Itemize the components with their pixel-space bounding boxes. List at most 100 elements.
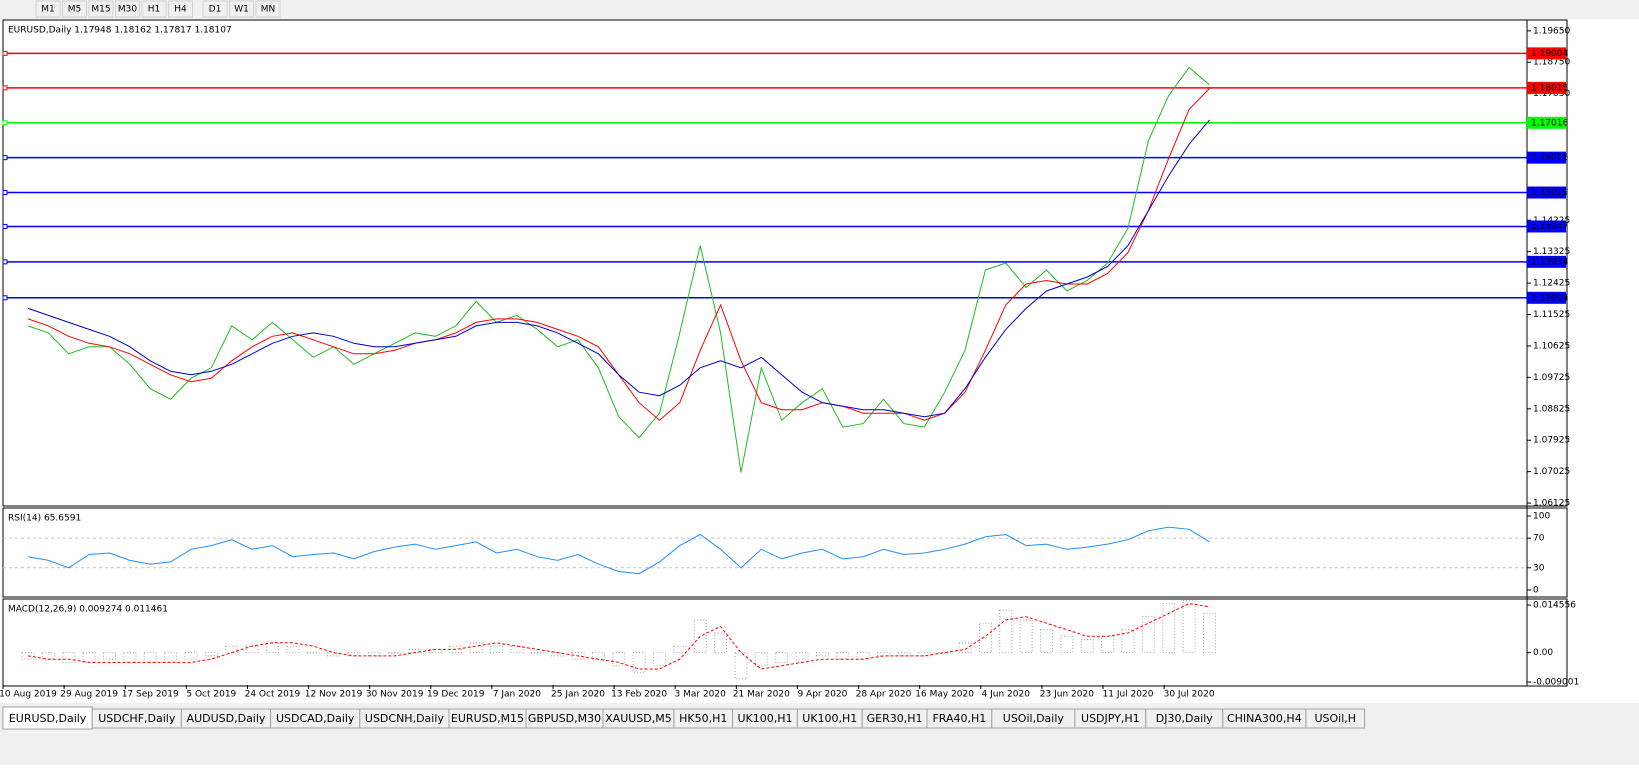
timeframe-label[interactable]: H1 xyxy=(148,5,161,15)
level-handle xyxy=(2,120,8,126)
chart-tab-label[interactable]: USDCAD,Daily xyxy=(276,712,355,725)
timeframe-button[interactable] xyxy=(35,0,61,18)
chart-tab-label[interactable]: FRA40,H1 xyxy=(932,712,986,725)
timeframe-label[interactable]: M1 xyxy=(41,5,55,15)
level-handle xyxy=(2,190,8,196)
chart-tab-label[interactable]: DJ30,Daily xyxy=(1156,712,1214,725)
histogram-bar xyxy=(510,645,524,654)
y-tick-label: -0.009001 xyxy=(1533,678,1579,688)
histogram-bar xyxy=(1182,599,1196,654)
level-label: 1.12004 xyxy=(1531,293,1568,303)
x-tick-label: 24 Oct 2019 xyxy=(245,690,301,700)
chart-tab-label[interactable]: HK50,H1 xyxy=(679,712,727,725)
chart-tab-label[interactable]: USDCNH,Daily xyxy=(365,712,445,725)
histogram-bar xyxy=(999,609,1013,654)
chart-tab-label[interactable]: USOil,Daily xyxy=(1003,712,1065,725)
timeframe-label[interactable]: MN xyxy=(261,5,276,15)
timeframe-button[interactable] xyxy=(115,0,140,18)
price-panel xyxy=(2,19,1568,507)
level-label: 1.17016 xyxy=(1531,118,1568,128)
histogram-bar xyxy=(652,652,666,667)
timeframe-button[interactable] xyxy=(168,0,193,18)
panel-title: EURUSD,Daily 1.17948 1.18162 1.17817 1.1… xyxy=(8,26,232,36)
histogram-bar xyxy=(1141,616,1155,654)
series-line xyxy=(27,603,1210,670)
histogram-bar xyxy=(917,652,931,657)
chart-tab-label[interactable]: CHINA300,H4 xyxy=(1227,712,1302,725)
x-tick-label: 25 Jan 2020 xyxy=(551,690,605,700)
histogram-bar xyxy=(490,645,504,654)
chart-tab-label[interactable]: XAUUSD,M5 xyxy=(605,712,672,725)
timeframe-button[interactable] xyxy=(229,0,254,18)
x-tick-label: 5 Oct 2019 xyxy=(186,690,236,700)
histogram-bar xyxy=(1162,603,1176,654)
y-tick-label: 1.17850 xyxy=(1533,89,1570,99)
level-tag xyxy=(1527,81,1566,94)
x-tick-label: 4 Jun 2020 xyxy=(982,690,1031,700)
x-tick-label: 29 Aug 2019 xyxy=(60,690,118,700)
timeframe-button[interactable] xyxy=(141,0,167,18)
chart-tab[interactable] xyxy=(1305,708,1366,729)
x-tick-label: 19 Dec 2019 xyxy=(427,690,485,700)
histogram-bar xyxy=(754,652,768,667)
histogram-bar xyxy=(714,632,728,654)
panel-title: RSI(14) 65.6591 xyxy=(8,514,81,524)
histogram-bar xyxy=(21,652,35,660)
x-tick-label: 11 Jul 2020 xyxy=(1103,690,1154,700)
chart-tab-label[interactable]: GER30,H1 xyxy=(867,712,923,725)
level-label: 1.15019 xyxy=(1531,188,1568,198)
histogram-bar xyxy=(1040,629,1053,654)
y-tick-label: 1.13325 xyxy=(1533,247,1570,257)
y-tick-label: 0.00 xyxy=(1533,648,1553,658)
timeframe-label[interactable]: W1 xyxy=(234,5,249,15)
level-label: 1.18015 xyxy=(1531,83,1568,93)
level-handle xyxy=(2,50,8,56)
chart-tab-label[interactable]: EURUSD,Daily xyxy=(9,712,87,725)
histogram-bar xyxy=(204,652,218,657)
y-tick-label: 1.18750 xyxy=(1533,58,1570,68)
histogram-bar xyxy=(673,645,687,654)
x-tick-label: 30 Nov 2019 xyxy=(366,690,424,700)
histogram-bar xyxy=(571,652,585,660)
histogram-bar xyxy=(388,652,402,654)
histogram-bar xyxy=(1121,629,1135,654)
level-label: 1.14047 xyxy=(1531,222,1568,232)
chart-tab-label[interactable]: AUDUSD,Daily xyxy=(187,712,266,725)
chart-tab-label[interactable]: USOil,H xyxy=(1314,712,1356,725)
histogram-bar xyxy=(734,652,748,680)
chart-tab-label[interactable]: EURUSD,M15 xyxy=(451,712,524,725)
series-line xyxy=(27,526,1210,575)
timeframe-button[interactable] xyxy=(255,0,281,18)
timeframe-label[interactable]: H4 xyxy=(174,5,187,15)
y-tick-label: 1.12425 xyxy=(1533,279,1570,289)
y-tick-label: 1.09725 xyxy=(1533,373,1570,383)
histogram-bar xyxy=(612,652,626,667)
chart-tab-label[interactable]: UK100,H1 xyxy=(802,712,857,725)
histogram-bar xyxy=(693,619,707,654)
chart-tab-label[interactable]: GBPUSD,M30 xyxy=(528,712,601,725)
timeframe-label[interactable]: M30 xyxy=(118,5,137,15)
histogram-bar xyxy=(306,652,320,654)
timeframe-button[interactable] xyxy=(62,0,87,18)
histogram-bar xyxy=(184,652,198,660)
chart-tab-label[interactable]: USDJPY,H1 xyxy=(1081,712,1140,725)
timeframe-label[interactable]: M5 xyxy=(68,5,82,15)
chart-tab-label[interactable]: UK100,H1 xyxy=(737,712,792,725)
histogram-bar xyxy=(102,652,116,660)
chart-tab-label[interactable]: USDCHF,Daily xyxy=(98,712,176,725)
x-tick-label: 21 Mar 2020 xyxy=(733,690,790,700)
level-tag xyxy=(1527,151,1566,164)
histogram-bar xyxy=(897,652,911,657)
level-tag xyxy=(1527,116,1566,129)
histogram-bar xyxy=(958,642,972,654)
x-tick-label: 12 Nov 2019 xyxy=(305,690,363,700)
toolbar xyxy=(0,0,1639,19)
timeframe-label[interactable]: D1 xyxy=(209,5,222,15)
timeframe-button[interactable] xyxy=(88,0,114,18)
y-tick-label: 1.06125 xyxy=(1533,499,1570,509)
x-tick-label: 23 Jun 2020 xyxy=(1040,690,1094,700)
timeframe-label[interactable]: M15 xyxy=(91,5,110,15)
timeframe-button[interactable] xyxy=(202,0,228,18)
